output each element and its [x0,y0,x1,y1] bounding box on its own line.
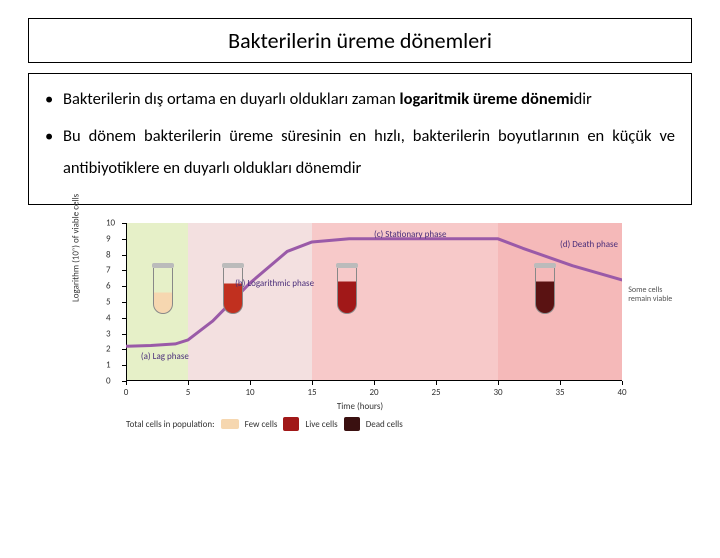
y-tick: 6 [106,281,111,292]
bullet-dot: • [45,84,63,115]
bullet-bold: logaritmik üreme dönemi [400,89,574,109]
x-tick: 35 [555,387,564,398]
x-tick: 10 [245,387,254,398]
legend: Total cells in population: Few cells Live … [126,417,403,431]
legend-title: Total cells in population: [126,419,215,430]
phase-label: (b) Logarithmic phase [235,278,314,289]
bullet-post: dir [574,89,592,109]
y-tick: 2 [106,344,111,355]
y-tick: 10 [106,218,115,229]
y-tick: 1 [106,360,111,371]
x-tick: 25 [431,387,440,398]
y-tick: 0 [106,376,111,387]
legend-label: Live cells [305,419,337,430]
x-axis-label: Time (hours) [337,401,383,412]
y-tick: 5 [106,297,111,308]
test-tube-icon [535,263,555,314]
legend-swatch [283,417,299,431]
y-tick: 4 [106,312,111,323]
y-tick: 8 [106,249,111,260]
bullet-pre: Bu dönem bakterilerin üreme süresinin en… [63,126,675,177]
phase-label: (c) Stationary phase [374,229,446,240]
legend-label: Dead cells [366,419,403,430]
y-tick: 3 [106,328,111,339]
bullet-text: Bu dönem bakterilerin üreme süresinin en… [63,121,675,184]
test-tube-icon [337,263,357,314]
x-tick: 15 [307,387,316,398]
legend-label: Few cells [245,419,278,430]
phase-label: (d) Death phase [560,239,618,250]
phase-label: (a) Lag phase [141,351,189,362]
legend-swatch [221,419,239,429]
y-tick: 9 [106,233,111,244]
y-axis-label: Logarithm (10ⁿ) of viable cells [71,194,82,302]
x-tick: 20 [369,387,378,398]
x-tick: 40 [617,387,626,398]
annotation: Some cells remain viable [628,286,678,304]
bullet-1: • Bakterilerin dış ortama en duyarlı old… [45,84,675,115]
y-tick: 7 [106,265,111,276]
x-tick: 30 [493,387,502,398]
test-tube-icon [153,263,173,314]
title-box: Bakterilerin üreme dönemleri [28,18,692,63]
bullet-pre: Bakterilerin dış ortama en duyarlı olduk… [63,89,400,109]
page-title: Bakterilerin üreme dönemleri [228,27,492,54]
content-box: • Bakterilerin dış ortama en duyarlı old… [28,73,692,205]
x-tick: 0 [124,387,129,398]
growth-chart: 0123456789100510152025303540Logarithm (1… [70,217,650,427]
bullet-text: Bakterilerin dış ortama en duyarlı olduk… [63,84,675,115]
bullet-2: • Bu dönem bakterilerin üreme süresinin … [45,121,675,184]
bullet-dot: • [45,121,63,184]
x-tick: 5 [186,387,191,398]
legend-swatch [344,417,360,431]
